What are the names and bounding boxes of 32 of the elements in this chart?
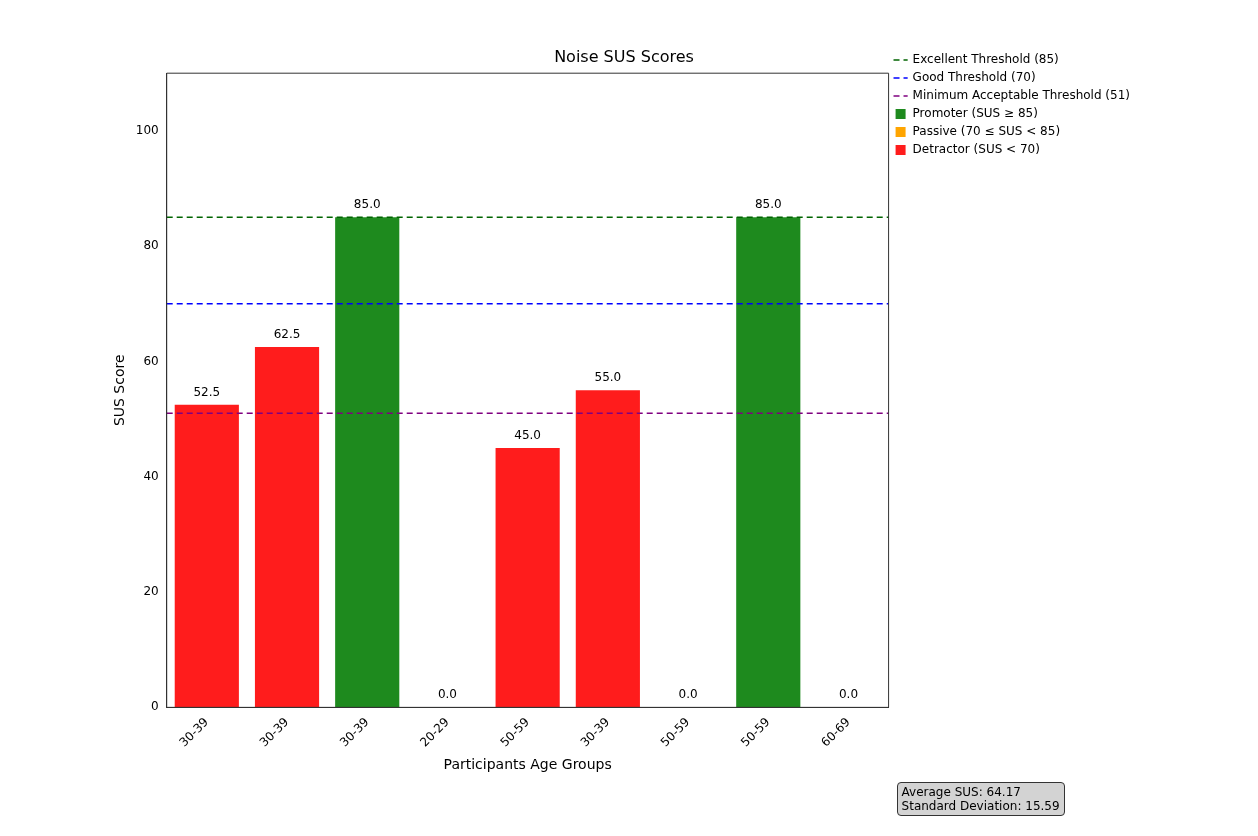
bar <box>736 217 801 708</box>
data-label: 0.0 <box>678 687 698 702</box>
legend-label: Passive (70 ≤ SUS < 85) <box>912 124 1061 139</box>
data-label: 85.0 <box>754 197 782 212</box>
bar <box>495 447 560 708</box>
data-label: 62.5 <box>273 327 301 342</box>
chart-title: Noise SUS Scores <box>554 46 694 66</box>
bar <box>335 217 400 708</box>
bar <box>174 404 239 708</box>
legend-label: Excellent Threshold (85) <box>912 52 1059 67</box>
data-label: 0.0 <box>838 687 859 702</box>
text: Standard Deviation: 15.59 <box>901 799 1060 813</box>
x-axis-title: Participants Age Groups <box>443 756 612 773</box>
data-label: 52.5 <box>193 384 221 399</box>
y-tick-label: 100 <box>135 122 159 137</box>
y-axis-title: SUS Score <box>111 354 128 427</box>
legend-label: Detractor (SUS < 70) <box>912 142 1040 157</box>
legend-label: Promoter (SUS ≥ 85) <box>912 106 1038 121</box>
y-tick-label: 60 <box>143 353 159 368</box>
data-label: 85.0 <box>353 197 381 212</box>
text: Average SUS: 64.17 <box>901 785 1022 799</box>
data-label: 55.0 <box>594 370 622 385</box>
legend-label: Good Threshold (70) <box>912 70 1036 85</box>
legend-label: Minimum Acceptable Threshold (51) <box>912 88 1131 103</box>
bar <box>254 347 320 708</box>
data-label: 45.0 <box>514 428 542 443</box>
bar <box>575 390 640 708</box>
y-tick-label: 80 <box>143 238 159 253</box>
y-tick-label: 0 <box>151 699 159 714</box>
y-tick-label: 20 <box>143 584 159 599</box>
data-label: 0.0 <box>437 687 457 702</box>
y-tick-label: 40 <box>143 468 159 483</box>
